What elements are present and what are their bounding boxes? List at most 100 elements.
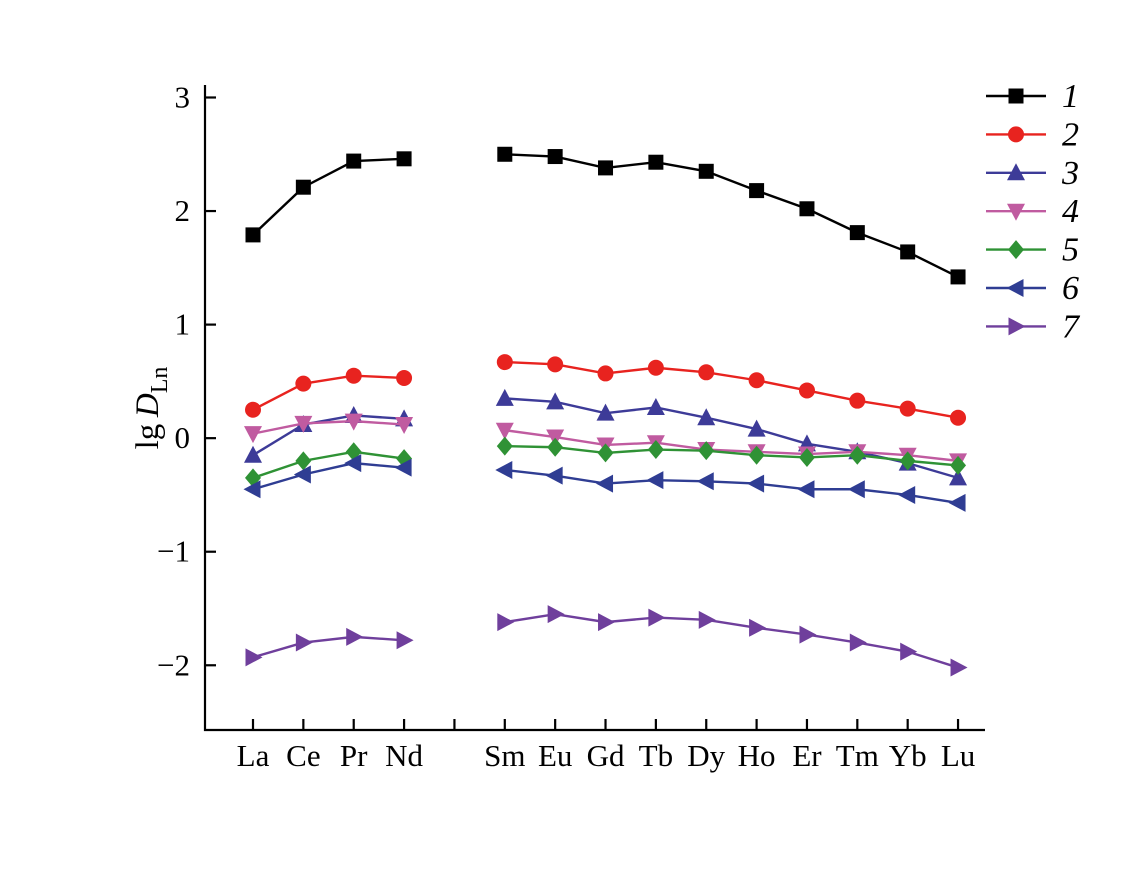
marker-triangle-right bbox=[698, 610, 716, 629]
marker-triangle-right bbox=[749, 618, 767, 637]
marker-diamond bbox=[698, 441, 715, 461]
marker-square bbox=[396, 151, 412, 167]
marker-triangle-right bbox=[900, 642, 918, 661]
x-tick-label: Pr bbox=[340, 738, 368, 773]
series-1 bbox=[245, 146, 966, 285]
series-2 bbox=[245, 354, 967, 426]
x-tick-label: Yb bbox=[889, 738, 927, 773]
marker-square bbox=[900, 244, 916, 260]
marker-circle bbox=[597, 365, 614, 382]
marker-triangle-right bbox=[950, 658, 968, 677]
x-tick-label: Sm bbox=[484, 738, 525, 773]
marker-diamond bbox=[899, 451, 916, 471]
x-tick-label: Tm bbox=[836, 738, 879, 773]
y-axis-label: lg DLn bbox=[130, 367, 173, 450]
marker-square bbox=[598, 160, 614, 176]
marker-circle bbox=[698, 364, 715, 381]
marker-diamond bbox=[1008, 240, 1024, 260]
x-tick-label: Gd bbox=[587, 738, 625, 773]
marker-diamond bbox=[597, 443, 614, 463]
legend-item-2: 2 bbox=[986, 116, 1079, 153]
marker-triangle-left bbox=[797, 480, 815, 499]
marker-triangle-left bbox=[495, 460, 513, 479]
marker-triangle-left bbox=[344, 454, 362, 473]
legend-label: 6 bbox=[1062, 270, 1079, 307]
series-1-line bbox=[252, 157, 405, 236]
marker-triangle-left bbox=[847, 480, 865, 499]
marker-circle bbox=[798, 382, 815, 399]
marker-triangle-left bbox=[394, 458, 412, 477]
x-tick-label: Er bbox=[792, 738, 822, 773]
legend-label: 3 bbox=[1061, 155, 1079, 192]
marker-circle bbox=[295, 375, 312, 392]
legend-label: 4 bbox=[1062, 193, 1079, 230]
marker-triangle-left bbox=[1006, 279, 1024, 297]
series-2-line bbox=[252, 374, 405, 411]
marker-square bbox=[497, 146, 513, 162]
marker-triangle-left bbox=[948, 493, 966, 512]
marker-triangle-left bbox=[293, 465, 311, 484]
x-tick-label: Lu bbox=[941, 738, 975, 773]
legend-label: 5 bbox=[1062, 232, 1079, 269]
series-1-line bbox=[504, 153, 959, 278]
marker-triangle-up bbox=[1007, 163, 1025, 181]
marker-triangle-down bbox=[1007, 203, 1025, 221]
series-6-line bbox=[504, 468, 959, 505]
marker-triangle-left bbox=[747, 474, 765, 493]
series-6-line bbox=[252, 461, 405, 491]
marker-circle bbox=[647, 359, 664, 376]
marker-triangle-up bbox=[244, 445, 262, 463]
marker-triangle-left bbox=[696, 472, 714, 491]
marker-diamond bbox=[496, 436, 513, 456]
marker-triangle-left bbox=[898, 485, 916, 504]
marker-square bbox=[547, 149, 563, 165]
marker-circle bbox=[496, 354, 513, 371]
marker-square bbox=[1008, 88, 1024, 104]
y-tick-label: 2 bbox=[175, 193, 191, 228]
x-tick-label: Dy bbox=[687, 738, 725, 773]
marker-triangle-up bbox=[747, 419, 766, 437]
marker-triangle-left bbox=[545, 466, 563, 485]
marker-triangle-right bbox=[396, 631, 414, 650]
marker-circle bbox=[396, 369, 413, 386]
marker-square bbox=[799, 201, 815, 217]
marker-diamond bbox=[798, 447, 815, 467]
series-7 bbox=[245, 605, 968, 677]
y-tick-label: 1 bbox=[175, 307, 191, 342]
x-tick-label: Eu bbox=[538, 738, 572, 773]
legend-item-4: 4 bbox=[986, 193, 1079, 230]
marker-triangle-down bbox=[344, 413, 363, 431]
marker-triangle-left bbox=[243, 480, 261, 499]
x-tick-label: Nd bbox=[385, 738, 423, 773]
marker-circle bbox=[849, 392, 866, 409]
x-tick-label: Ce bbox=[286, 738, 320, 773]
series-5 bbox=[245, 436, 967, 488]
series-4-line bbox=[252, 419, 405, 435]
marker-triangle-up bbox=[596, 403, 615, 421]
legend-label: 7 bbox=[1062, 308, 1081, 345]
series-6 bbox=[243, 454, 966, 512]
marker-square bbox=[950, 269, 966, 285]
marker-diamond bbox=[849, 445, 866, 465]
legend-item-3: 3 bbox=[986, 155, 1079, 192]
marker-diamond bbox=[295, 451, 312, 471]
marker-circle bbox=[245, 401, 261, 418]
marker-diamond bbox=[547, 437, 564, 457]
marker-triangle-right bbox=[295, 633, 313, 652]
marker-diamond bbox=[748, 445, 765, 465]
axes bbox=[203, 85, 985, 732]
marker-triangle-down bbox=[294, 415, 313, 433]
series-7-line bbox=[252, 635, 405, 659]
marker-triangle-down bbox=[495, 422, 514, 440]
marker-square bbox=[346, 153, 362, 169]
marker-diamond bbox=[950, 455, 967, 475]
legend-item-7: 7 bbox=[986, 308, 1081, 345]
marker-triangle-right bbox=[547, 605, 565, 624]
marker-triangle-up bbox=[495, 388, 514, 406]
legend-item-6: 6 bbox=[986, 270, 1079, 307]
marker-triangle-left bbox=[646, 471, 664, 490]
marker-square bbox=[698, 163, 714, 179]
marker-diamond bbox=[647, 440, 664, 460]
